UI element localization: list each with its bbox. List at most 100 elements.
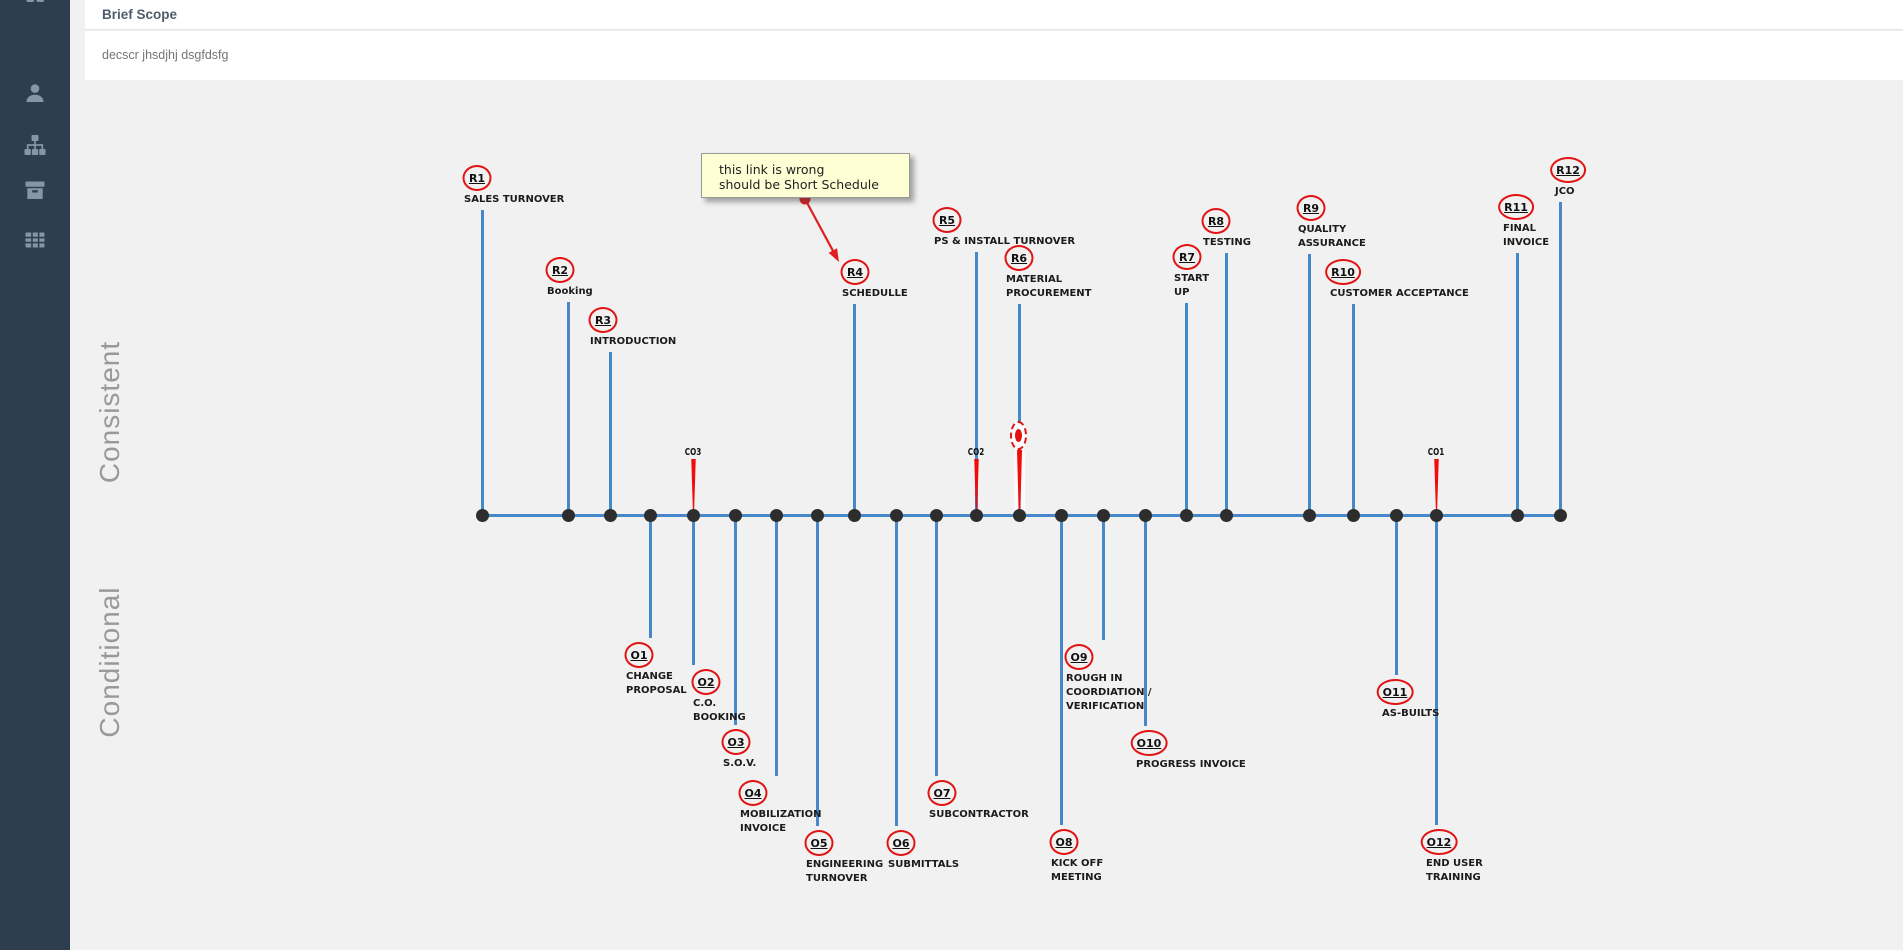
milestone-id: R7 <box>1178 251 1196 264</box>
milestone-id: R9 <box>1302 202 1320 215</box>
timeline-node-dot <box>1554 509 1567 522</box>
change-order-label-CO3: CO3 <box>684 447 702 458</box>
milestone-id: O1 <box>630 649 648 662</box>
milestone-badge-R6[interactable]: R6 <box>1004 245 1034 271</box>
milestone-connector-R4 <box>853 304 856 515</box>
milestone-id: O7 <box>933 787 951 800</box>
milestone-connector-R1 <box>481 210 484 515</box>
milestone-label-line: MEETING <box>1051 872 1102 883</box>
milestone-badge-R8[interactable]: R8 <box>1201 208 1231 234</box>
milestone-label-line: KICK OFF <box>1051 858 1104 869</box>
milestone-id: O10 <box>1136 737 1162 750</box>
milestone-label-O12: END USER TRAINING <box>1426 857 1483 885</box>
milestone-label-line: SALES TURNOVER <box>464 194 565 205</box>
milestone-label-line: TRAINING <box>1426 872 1481 883</box>
milestone-badge-R11[interactable]: R11 <box>1498 194 1534 220</box>
annotation-note-line2: should be Short Schedule <box>719 177 879 192</box>
milestone-id: O9 <box>1070 651 1088 664</box>
milestone-badge-O3[interactable]: O3 <box>721 729 751 755</box>
milestone-badge-O8[interactable]: O8 <box>1049 829 1079 855</box>
milestone-label-R5: PS & INSTALL TURNOVER <box>934 235 1075 249</box>
timeline-node-dot <box>890 509 903 522</box>
milestone-label-R12: JCO <box>1555 185 1575 199</box>
milestone-label-R10: CUSTOMER ACCEPTANCE <box>1330 287 1469 301</box>
milestone-connector-O1 <box>649 515 652 638</box>
timeline-node-dot <box>848 509 861 522</box>
milestone-badge-O12[interactable]: O12 <box>1420 829 1458 855</box>
milestone-id: O2 <box>697 676 715 689</box>
milestone-badge-R12[interactable]: R12 <box>1550 157 1586 183</box>
timeline-node-dot <box>604 509 617 522</box>
archive-icon[interactable] <box>23 178 47 202</box>
milestone-connector-O9 <box>1102 515 1105 640</box>
milestone-label-line: CHANGE <box>626 671 673 682</box>
milestone-id: R4 <box>846 266 864 279</box>
change-order-marker-CO2 <box>974 459 979 515</box>
milestone-connector-O2 <box>692 515 695 665</box>
milestone-badge-O9[interactable]: O9 <box>1064 644 1094 670</box>
milestone-badge-O2[interactable]: O2 <box>691 669 721 695</box>
timeline-node-dot <box>811 509 824 522</box>
milestone-badge-R5[interactable]: R5 <box>932 207 962 233</box>
milestone-connector-O10 <box>1144 515 1147 726</box>
milestone-id: R6 <box>1010 252 1028 265</box>
timeline-node-dot <box>1139 509 1152 522</box>
milestone-label-line: PROPOSAL <box>626 685 687 696</box>
milestone-connector-O4 <box>775 515 778 776</box>
sitemap-icon[interactable] <box>23 133 47 157</box>
milestone-badge-R3[interactable]: R3 <box>588 307 618 333</box>
milestone-label-line: AS-BUILTS <box>1382 708 1440 719</box>
table-grid-icon[interactable] <box>23 228 47 252</box>
milestone-badge-O6[interactable]: O6 <box>886 830 916 856</box>
timeline-node-dot <box>476 509 489 522</box>
milestone-badge-O4[interactable]: O4 <box>738 780 768 806</box>
milestone-badge-O7[interactable]: O7 <box>927 780 957 806</box>
milestone-label-O6: SUBMITTALS <box>888 858 959 872</box>
milestone-connector-R7 <box>1185 303 1188 515</box>
milestone-label-line: ROUGH IN <box>1066 673 1123 684</box>
milestone-badge-O11[interactable]: O11 <box>1376 679 1414 705</box>
timeline-node-dot <box>970 509 983 522</box>
active-marker-stem-red <box>1016 450 1023 513</box>
milestone-label-O1: CHANGE PROPOSAL <box>626 670 687 698</box>
milestone-label-line: MOBILIZATION <box>740 809 822 820</box>
active-marker-flame-icon <box>1010 421 1027 450</box>
timeline-node-dot <box>644 509 657 522</box>
milestone-connector-O8 <box>1060 515 1063 825</box>
milestone-badge-R4[interactable]: R4 <box>840 259 870 285</box>
timeline-node-dot <box>1220 509 1233 522</box>
milestone-label-R2: Booking <box>547 285 593 299</box>
annotation-note-line1: this link is wrong <box>719 162 825 177</box>
milestone-connector-R8 <box>1225 253 1228 515</box>
milestone-label-O8: KICK OFF MEETING <box>1051 857 1103 885</box>
milestone-connector-O7 <box>935 515 938 776</box>
scope-description-panel: decscr jhsdjhj dsgfdsfg <box>85 31 1903 80</box>
milestone-label-line: TURNOVER <box>806 873 868 884</box>
milestone-label-line: START <box>1174 273 1210 284</box>
milestone-label-line: TESTING <box>1203 237 1251 248</box>
milestone-id: R12 <box>1556 164 1580 177</box>
milestone-label-R1: SALES TURNOVER <box>464 193 564 207</box>
active-marker-core <box>1015 429 1022 442</box>
timeline-node-dot <box>1303 509 1316 522</box>
milestone-badge-R7[interactable]: R7 <box>1172 244 1202 270</box>
milestone-badge-O10[interactable]: O10 <box>1130 730 1168 756</box>
milestone-connector-O11 <box>1395 515 1398 675</box>
milestone-badge-R1[interactable]: R1 <box>462 165 492 191</box>
milestone-id: R10 <box>1331 266 1355 279</box>
milestone-id: R8 <box>1207 215 1225 228</box>
milestone-label-line: ASSURANCE <box>1298 238 1366 249</box>
user-icon[interactable] <box>23 81 47 105</box>
milestone-badge-R2[interactable]: R2 <box>545 257 575 283</box>
timeline-node-dot <box>687 509 700 522</box>
partial-top-icon[interactable] <box>23 0 47 4</box>
milestone-badge-R10[interactable]: R10 <box>1325 259 1361 285</box>
milestone-connector-R2 <box>567 302 570 515</box>
milestone-label-R3: INTRODUCTION <box>590 335 676 349</box>
milestone-badge-O5[interactable]: O5 <box>804 830 834 856</box>
milestone-badge-O1[interactable]: O1 <box>624 642 654 668</box>
milestone-label-line: ENGINEERING <box>806 859 884 870</box>
milestone-badge-R9[interactable]: R9 <box>1296 195 1326 221</box>
milestone-label-R9: QUALITY ASSURANCE <box>1298 223 1366 251</box>
